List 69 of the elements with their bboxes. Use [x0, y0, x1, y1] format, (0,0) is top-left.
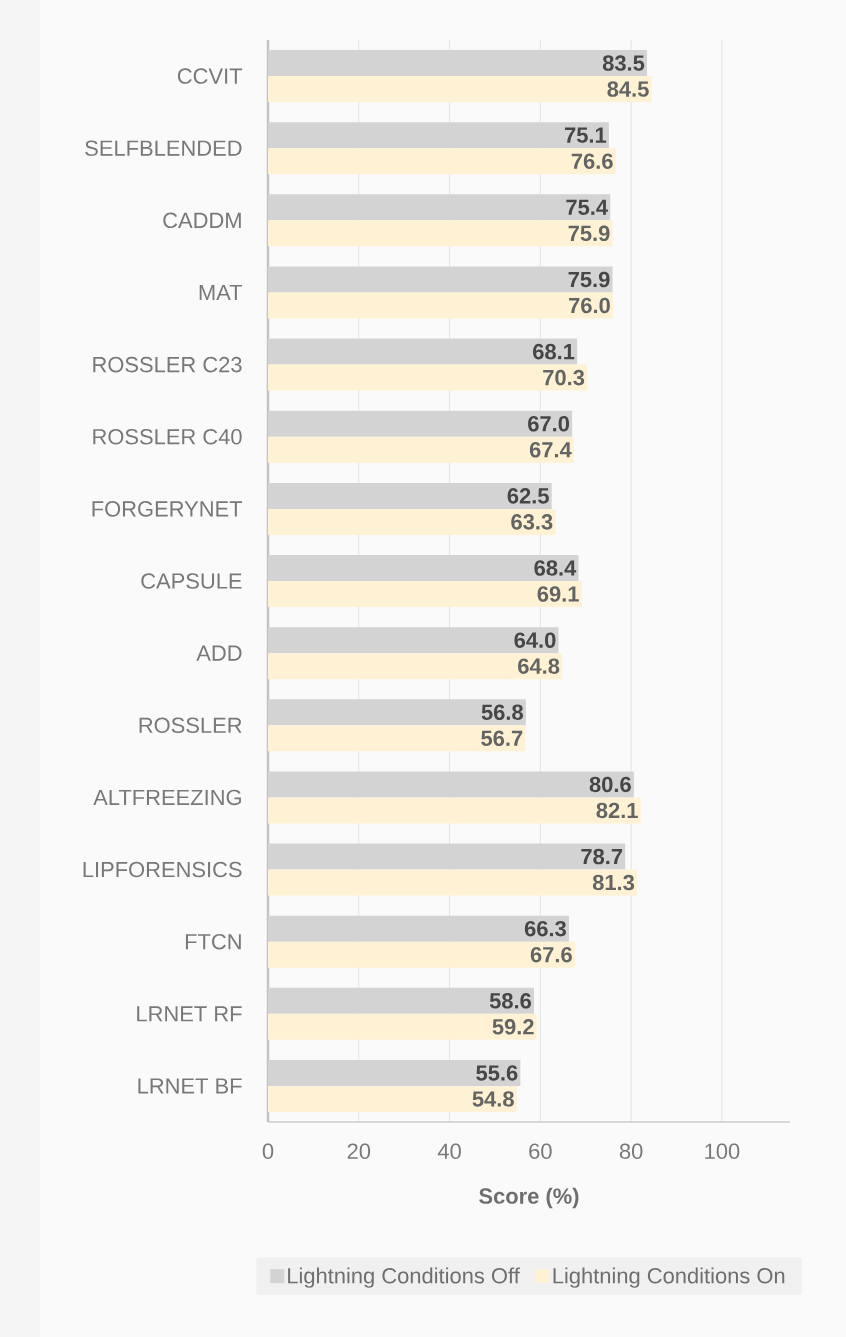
- y-tick-label: FORGERYNET: [92, 501, 243, 517]
- y-tick-label: LIPFORENSICS: [83, 861, 242, 878]
- data-label: 58.6: [489, 993, 532, 1009]
- data-label: 64.8: [518, 658, 560, 674]
- bar: [268, 220, 613, 247]
- y-tick-label: SELFBLENDED: [85, 140, 242, 156]
- data-label: 67.4: [529, 441, 572, 458]
- data-label: 75.4: [566, 199, 608, 215]
- data-label: 75.9: [568, 225, 610, 242]
- data-label: 66.3: [524, 920, 566, 937]
- data-label: 59.2: [492, 1019, 534, 1035]
- bar: [268, 292, 613, 319]
- bar: [268, 1013, 537, 1040]
- data-label: 80.6: [589, 776, 631, 793]
- bar: [268, 76, 652, 103]
- bar: [268, 797, 641, 824]
- y-tick-label: ROSSLER: [139, 717, 242, 734]
- bar: [268, 941, 575, 968]
- bar: [268, 653, 563, 680]
- data-label: 78.7: [581, 848, 623, 865]
- x-tick-label: 20: [347, 1143, 371, 1159]
- bar: [268, 508, 556, 535]
- x-tick-label: 100: [705, 1143, 740, 1159]
- bar: [268, 436, 574, 463]
- data-label: 75.9: [568, 271, 610, 288]
- data-label: 83.5: [602, 55, 645, 71]
- legend-label: Lightning Conditions On: [553, 1267, 785, 1288]
- y-tick-label: CCVIT: [177, 68, 243, 84]
- data-label: 81.3: [592, 874, 635, 891]
- data-label: 82.1: [596, 802, 638, 819]
- y-tick-label: ROSSLER C23: [93, 356, 242, 373]
- data-label: 64.0: [514, 632, 556, 648]
- x-tick-label: 80: [619, 1143, 643, 1159]
- x-tick-label: 40: [437, 1143, 461, 1159]
- y-tick-label: FTCN: [185, 933, 241, 950]
- data-label: 68.1: [533, 343, 575, 360]
- bar: [268, 581, 582, 608]
- data-label: 75.1: [564, 127, 607, 143]
- y-tick-label: ALTFREEZING: [93, 789, 241, 806]
- data-label: 76.0: [569, 297, 610, 314]
- data-label: 62.5: [507, 488, 549, 504]
- data-label: 76.6: [571, 153, 613, 169]
- data-label: 67.0: [528, 415, 570, 432]
- data-label: 56.8: [481, 704, 523, 721]
- bar: [268, 869, 638, 896]
- bar: [268, 725, 526, 752]
- data-label: 63.3: [511, 514, 553, 530]
- bar: [268, 1085, 517, 1112]
- data-label: 84.5: [607, 81, 649, 97]
- legend-label: Lightning Conditions Off: [288, 1267, 520, 1288]
- data-label: 56.7: [481, 730, 523, 747]
- y-tick-label: ADD: [196, 645, 242, 661]
- data-label: 69.1: [537, 586, 579, 602]
- data-label: 55.6: [476, 1065, 518, 1081]
- data-label: 70.3: [543, 369, 585, 386]
- y-tick-label: LRNET BF: [138, 1078, 242, 1094]
- x-axis-title: Score (%): [479, 1187, 579, 1209]
- data-label: 68.4: [534, 560, 577, 576]
- y-tick-label: CAPSULE: [141, 573, 242, 589]
- bar: [268, 148, 616, 175]
- data-label: 54.8: [472, 1091, 514, 1107]
- data-label: 67.6: [530, 946, 572, 963]
- x-tick-label: 60: [529, 1143, 552, 1159]
- y-tick-label: MAT: [199, 284, 243, 301]
- y-tick-label: ROSSLER C40: [93, 428, 242, 445]
- bar: [268, 364, 588, 391]
- y-tick-label: CADDM: [163, 212, 241, 229]
- y-tick-label: LRNET RF: [137, 1006, 242, 1022]
- x-tick-label: 0: [262, 1143, 274, 1159]
